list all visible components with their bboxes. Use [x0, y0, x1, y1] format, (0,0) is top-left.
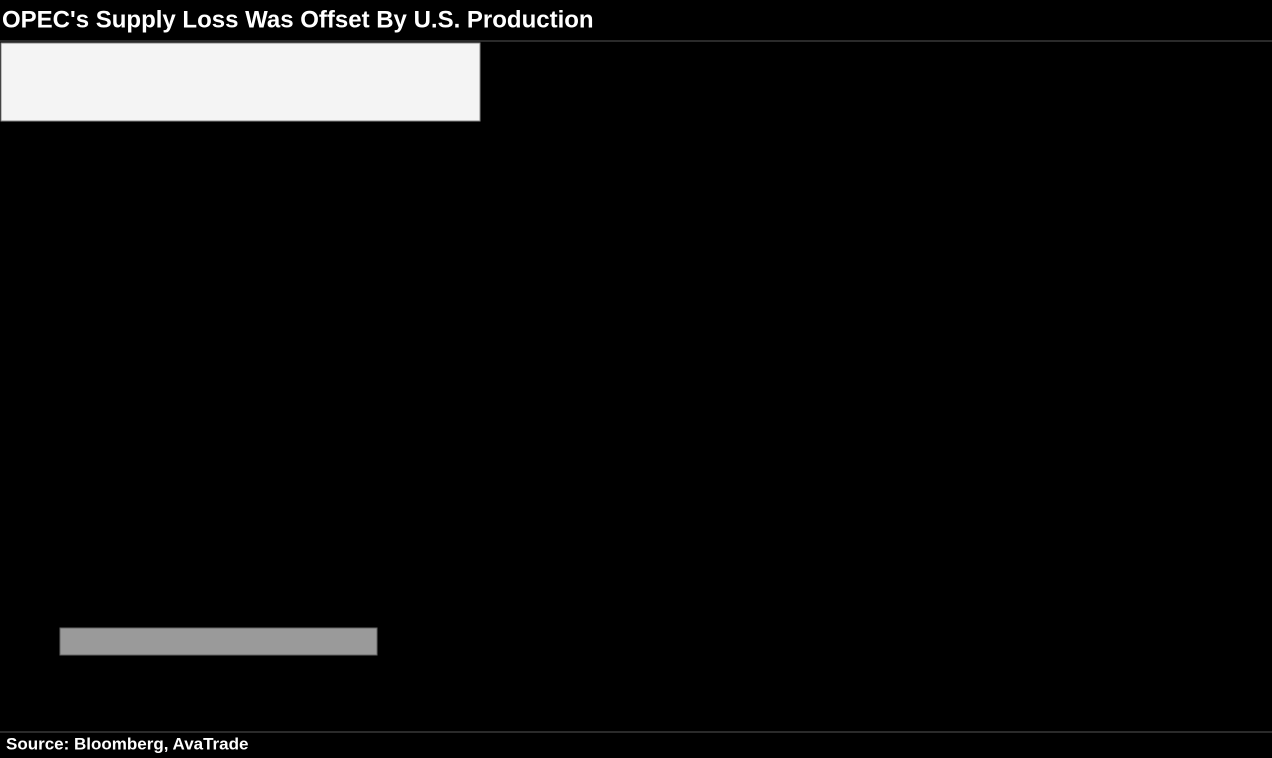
legend [0, 42, 481, 122]
chart-title: OPEC's Supply Loss Was Offset By U.S. Pr… [2, 6, 594, 33]
source: Source: Bloomberg, AvaTrade [6, 734, 248, 753]
legend-box [0, 42, 481, 122]
toolbar-box [59, 627, 378, 656]
toolbar [59, 627, 378, 656]
